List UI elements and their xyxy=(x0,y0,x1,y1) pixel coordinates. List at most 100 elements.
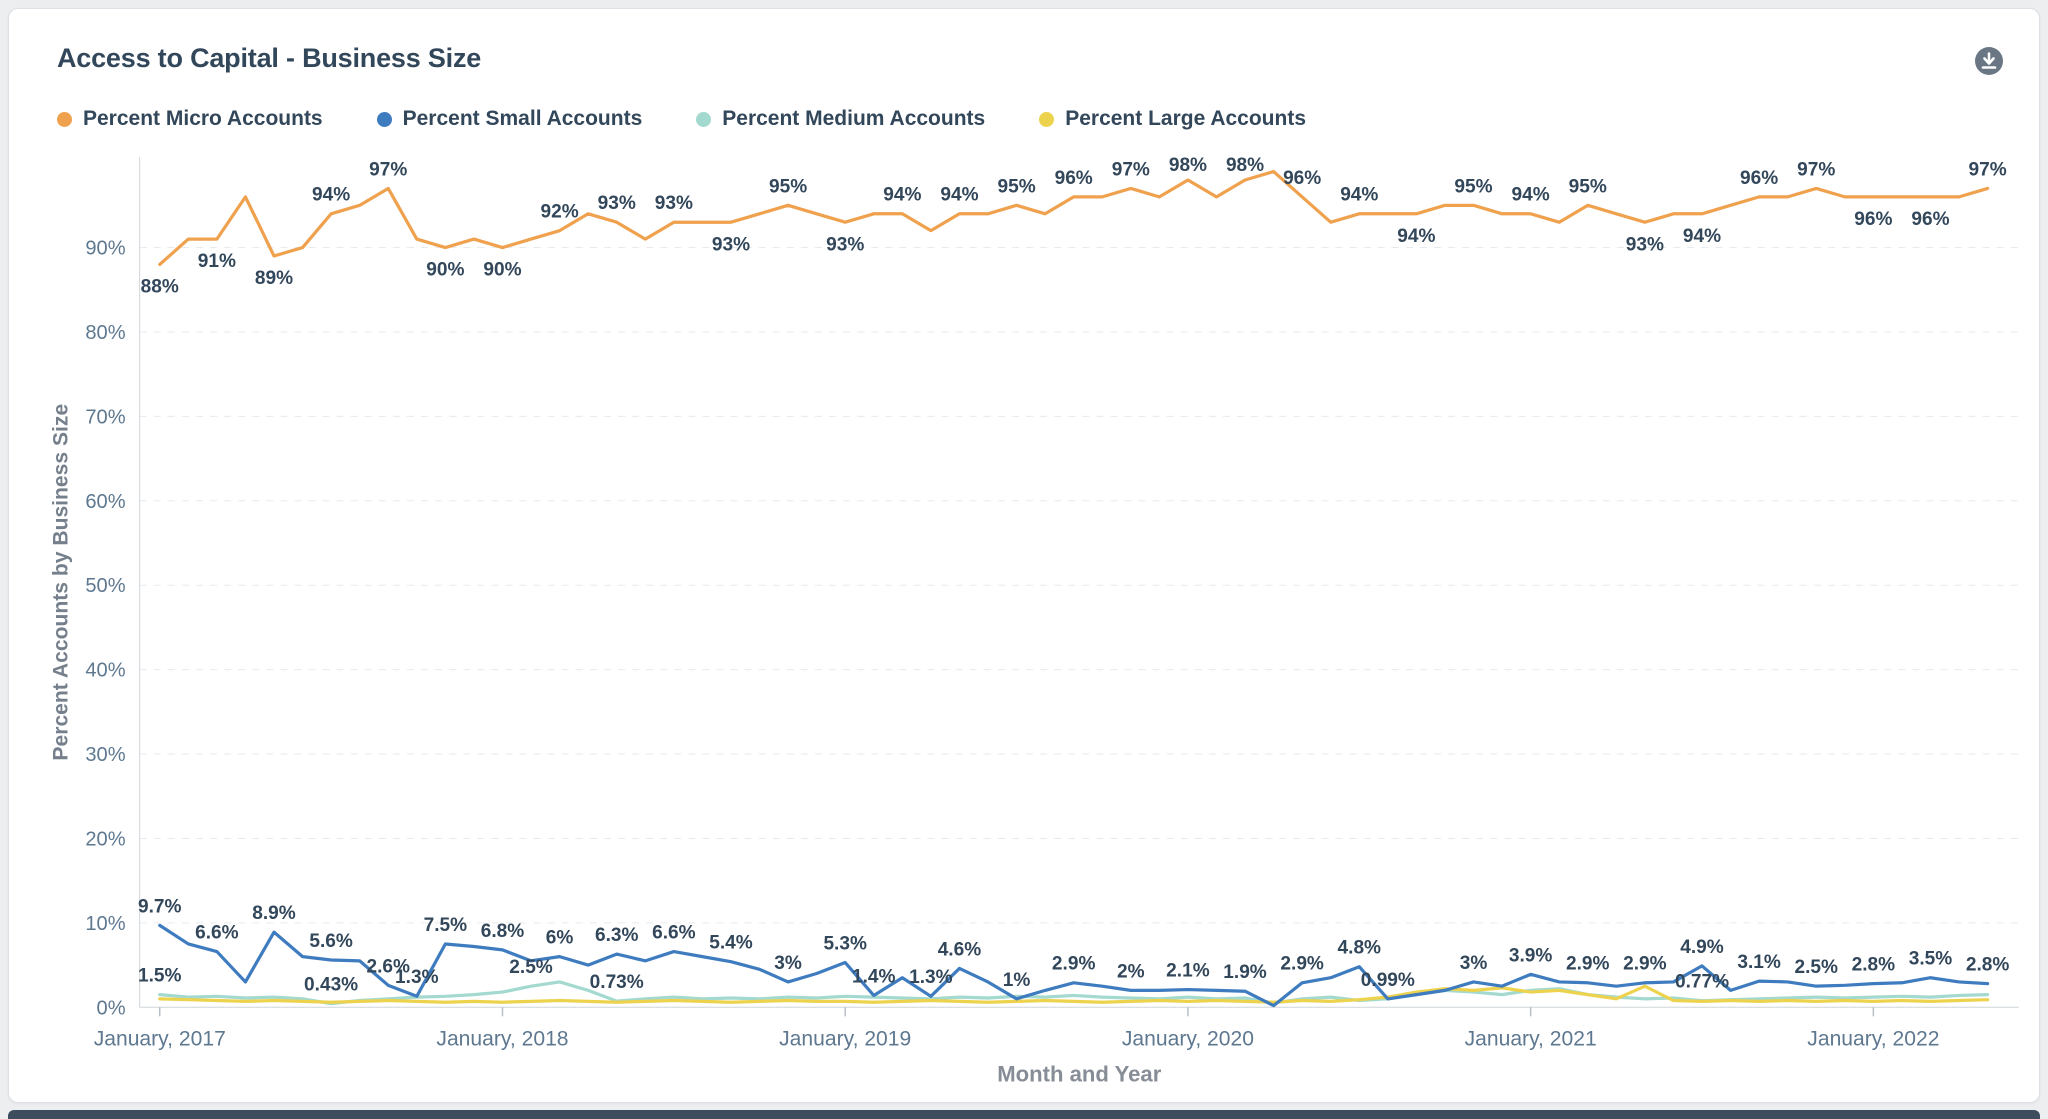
data-label: 4.8% xyxy=(1338,938,1382,959)
data-label: 3.9% xyxy=(1509,945,1553,966)
data-label: 91% xyxy=(198,251,236,272)
data-label: 6.3% xyxy=(595,925,639,946)
y-axis-title: Percent Accounts by Business Size xyxy=(49,404,72,761)
legend-dot-micro-accounts xyxy=(57,111,72,127)
data-label: 2.9% xyxy=(1623,954,1667,975)
data-label: 95% xyxy=(1454,176,1492,197)
data-label: 2.9% xyxy=(1052,954,1096,975)
data-label: 94% xyxy=(940,185,978,206)
chart-header: Access to Capital - Business Size xyxy=(9,9,2039,77)
data-label: 96% xyxy=(1740,168,1778,189)
data-label: 95% xyxy=(1569,176,1607,197)
legend-item-micro-accounts[interactable]: Percent Micro Accounts xyxy=(57,107,323,131)
x-tick-label: January, 2020 xyxy=(1122,1027,1254,1050)
data-label: 1.4% xyxy=(852,966,896,987)
data-label: 2.6% xyxy=(366,956,410,977)
data-label: 97% xyxy=(369,159,407,180)
chart-card: Access to Capital - Business Size Percen… xyxy=(8,8,2040,1103)
x-tick-label: January, 2021 xyxy=(1465,1027,1597,1050)
data-label: 96% xyxy=(1055,168,1093,189)
series-line-1[interactable] xyxy=(158,923,1990,1008)
data-label: 3.1% xyxy=(1737,952,1781,973)
download-button[interactable] xyxy=(1973,45,2005,77)
chart-canvas[interactable]: 0% 10% 20% 30% 40% 50% 60% 70% 80% 90% January, 20… xyxy=(9,137,2039,1092)
data-label: 93% xyxy=(1626,234,1664,255)
data-label: 2.5% xyxy=(1794,957,1838,978)
series-line-2[interactable] xyxy=(158,980,1990,1006)
data-label: 94% xyxy=(1683,226,1721,247)
data-label: 0.77% xyxy=(1675,972,1729,993)
y-tick-label: 70% xyxy=(85,406,125,428)
data-label: 2.8% xyxy=(1966,955,2010,976)
legend-label-micro-accounts: Percent Micro Accounts xyxy=(83,107,323,130)
x-tick-label: January, 2022 xyxy=(1807,1027,1939,1050)
data-label: 2.1% xyxy=(1166,960,1210,981)
legend-item-small-accounts[interactable]: Percent Small Accounts xyxy=(376,107,643,131)
data-label: 1% xyxy=(1003,970,1031,991)
y-tick-label: 50% xyxy=(85,575,125,597)
y-tick-label: 60% xyxy=(85,491,125,513)
data-label: 6.6% xyxy=(195,922,239,943)
data-label: 3% xyxy=(1460,953,1488,974)
data-label: 5.4% xyxy=(709,933,753,954)
data-label: 1.3% xyxy=(909,967,953,988)
chart-area: 0% 10% 20% 30% 40% 50% 60% 70% 80% 90% January, 20… xyxy=(9,137,2039,1092)
data-label: 94% xyxy=(883,185,921,206)
data-label: 8.9% xyxy=(252,903,296,924)
y-tick-label: 40% xyxy=(85,660,125,682)
x-axis-title: Month and Year xyxy=(997,1062,1161,1087)
legend-dot-medium-accounts xyxy=(696,111,712,127)
data-label: 94% xyxy=(312,185,350,206)
data-label: 93% xyxy=(712,234,750,255)
data-label: 93% xyxy=(598,193,636,214)
series-line-3[interactable] xyxy=(158,984,1990,1004)
y-tick-label: 90% xyxy=(85,238,125,260)
data-label: 98% xyxy=(1226,155,1264,176)
data-label: 2.5% xyxy=(509,957,553,978)
data-label: 5.6% xyxy=(309,931,353,952)
data-label: 96% xyxy=(1854,209,1892,230)
data-label: 1.5% xyxy=(138,966,182,987)
data-label: 94% xyxy=(1340,185,1378,206)
download-icon xyxy=(1975,47,2003,75)
data-label: 93% xyxy=(826,234,864,255)
data-label: 90% xyxy=(483,260,521,281)
data-label: 95% xyxy=(769,176,807,197)
data-label: 4.9% xyxy=(1680,937,1724,958)
data-label: 0.99% xyxy=(1361,970,1415,991)
data-label: 0.73% xyxy=(590,972,644,993)
data-label: 93% xyxy=(655,193,693,214)
legend-label-small-accounts: Percent Small Accounts xyxy=(402,107,643,130)
data-label: 0.43% xyxy=(304,975,358,996)
data-label: 1.9% xyxy=(1223,962,1267,983)
chart-legend: Percent Micro Accounts Percent Small Acc… xyxy=(9,77,2039,137)
data-label: 3% xyxy=(774,953,802,974)
data-label: 1.3% xyxy=(395,967,439,988)
x-tick-label: January, 2017 xyxy=(94,1027,226,1050)
data-label: 6.8% xyxy=(481,921,525,942)
series-line-0[interactable] xyxy=(158,169,1990,267)
y-tick-label: 80% xyxy=(85,322,125,344)
x-tick-label: January, 2018 xyxy=(436,1027,568,1050)
legend-dot-large-accounts xyxy=(1039,111,1055,127)
data-label: 94% xyxy=(1512,185,1550,206)
data-label: 96% xyxy=(1283,168,1321,189)
data-label: 7.5% xyxy=(424,915,468,936)
legend-label-large-accounts: Percent Large Accounts xyxy=(1065,107,1307,130)
data-label: 2.8% xyxy=(1852,955,1896,976)
y-tick-label: 10% xyxy=(85,913,125,935)
legend-dot-small-accounts xyxy=(376,111,392,127)
data-label: 98% xyxy=(1169,155,1207,176)
legend-item-large-accounts[interactable]: Percent Large Accounts xyxy=(1039,107,1306,131)
data-label: 4.6% xyxy=(938,939,982,960)
data-label: 9.7% xyxy=(138,896,182,917)
legend-label-medium-accounts: Percent Medium Accounts xyxy=(722,107,986,130)
data-label: 2.9% xyxy=(1566,954,1610,975)
y-tick-label: 30% xyxy=(85,744,125,766)
y-tick-label: 20% xyxy=(85,828,125,850)
data-label: 5.3% xyxy=(823,933,867,954)
legend-item-medium-accounts[interactable]: Percent Medium Accounts xyxy=(696,107,985,131)
data-label: 96% xyxy=(1911,209,1949,230)
data-label: 97% xyxy=(1112,159,1150,180)
data-label: 89% xyxy=(255,268,293,289)
